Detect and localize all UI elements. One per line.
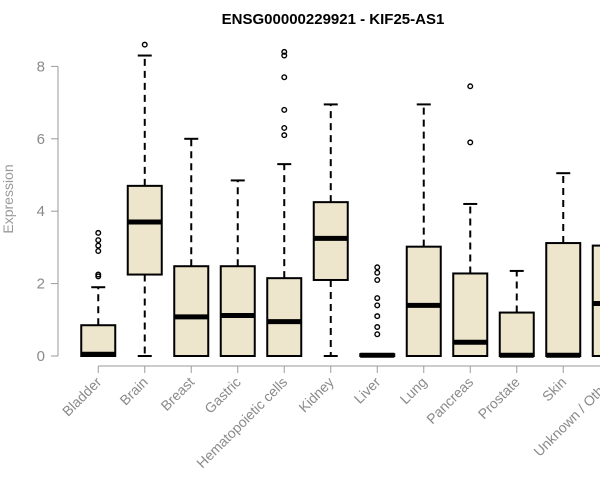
box-body-9 bbox=[498, 311, 535, 357]
box-7 bbox=[405, 103, 442, 357]
outlier-4-4 bbox=[281, 52, 288, 59]
x-tick-label-7: Lung bbox=[397, 374, 430, 407]
box-8 bbox=[452, 83, 489, 357]
box-3 bbox=[219, 179, 256, 357]
outlier-4-0 bbox=[281, 132, 288, 139]
x-tick-label-4: Hematopoietic cells bbox=[193, 374, 290, 471]
x-tick-label-3: Gastric bbox=[201, 374, 244, 417]
outlier-6-5 bbox=[374, 276, 381, 283]
box-9 bbox=[498, 269, 535, 358]
y-tick-label-3: 6 bbox=[37, 131, 45, 148]
outlier-0-4 bbox=[95, 237, 102, 244]
outlier-4-1 bbox=[281, 124, 288, 131]
outlier-4-3 bbox=[281, 74, 288, 81]
box-body-2 bbox=[173, 265, 210, 357]
x-tick-label-10: Skin bbox=[539, 374, 570, 405]
y-tick-label-2: 4 bbox=[37, 203, 45, 220]
outlier-1-0 bbox=[141, 41, 148, 48]
outlier-6-0 bbox=[374, 331, 381, 338]
outlier-0-5 bbox=[95, 229, 102, 236]
box-body-11 bbox=[591, 244, 600, 357]
x-tick-label-5: Kidney bbox=[295, 374, 337, 416]
outlier-8-0 bbox=[467, 139, 474, 146]
x-tick-label-1: Brain bbox=[116, 374, 150, 408]
outlier-6-3 bbox=[374, 302, 381, 309]
outlier-0-2 bbox=[95, 248, 102, 255]
box-body-5 bbox=[312, 201, 349, 281]
outlier-0-3 bbox=[95, 242, 102, 249]
box-10 bbox=[545, 172, 582, 358]
box-6 bbox=[359, 264, 396, 358]
x-tick-label-0: Bladder bbox=[59, 374, 105, 420]
box-body-3 bbox=[219, 265, 256, 357]
outlier-6-4 bbox=[374, 295, 381, 302]
box-body-10 bbox=[545, 242, 582, 357]
x-tick-label-8: Pancreas bbox=[423, 374, 476, 427]
outlier-6-2 bbox=[374, 313, 381, 320]
box-body-4 bbox=[266, 277, 303, 358]
box-body-0 bbox=[80, 324, 117, 358]
x-tick-label-9: Prostate bbox=[475, 374, 523, 422]
box-11 bbox=[591, 244, 600, 357]
y-tick-label-4: 8 bbox=[37, 58, 45, 75]
outlier-6-6 bbox=[374, 269, 381, 276]
chart-title: ENSG00000229921 - KIF25-AS1 bbox=[222, 11, 445, 28]
y-axis: 0 2 4 6 8 bbox=[37, 58, 59, 365]
box-body-7 bbox=[405, 245, 442, 357]
outlier-8-1 bbox=[467, 83, 474, 90]
outlier-0-1 bbox=[95, 271, 102, 278]
x-tick-label-2: Breast bbox=[157, 374, 197, 414]
boxes-group bbox=[80, 41, 600, 358]
box-4 bbox=[266, 48, 303, 358]
box-2 bbox=[173, 137, 210, 357]
outlier-6-1 bbox=[374, 324, 381, 331]
outlier-4-5 bbox=[281, 48, 288, 55]
box-5 bbox=[312, 103, 349, 357]
y-axis-label: Expression bbox=[0, 164, 16, 233]
box-1 bbox=[126, 41, 163, 357]
box-body-1 bbox=[126, 184, 163, 276]
box-0 bbox=[80, 229, 117, 358]
outlier-4-2 bbox=[281, 106, 288, 113]
x-tick-label-6: Liver bbox=[351, 374, 384, 407]
y-tick-label-1: 2 bbox=[37, 276, 45, 293]
outlier-6-7 bbox=[374, 264, 381, 271]
y-tick-label-0: 0 bbox=[37, 348, 45, 365]
